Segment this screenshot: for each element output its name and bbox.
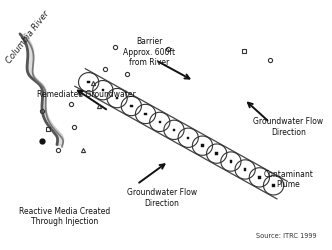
Bar [130,105,132,107]
Bar [201,144,204,147]
Bar [230,160,232,163]
Text: Reactive Media Created
Through Injection: Reactive Media Created Through Injection [19,207,110,226]
Bar [102,89,104,92]
Text: Groundwater Flow
Direction: Groundwater Flow Direction [127,188,197,208]
Bar [244,168,246,171]
Bar [215,152,218,155]
Text: Barrier
Approx. 600ft
from River: Barrier Approx. 600ft from River [124,37,176,67]
Bar [187,136,190,139]
Bar [87,81,90,84]
Bar [173,128,175,131]
Text: Columbia River: Columbia River [5,9,51,65]
Bar [144,113,147,115]
Bar [258,176,261,178]
Bar [272,184,275,186]
Text: Remediated Groundwater: Remediated Groundwater [37,90,136,99]
Text: Source: ITRC 1999: Source: ITRC 1999 [256,234,317,239]
Text: Contaminant
Plume: Contaminant Plume [264,170,313,190]
Bar [116,97,118,99]
Bar [158,121,161,123]
Text: Groundwater Flow
Direction: Groundwater Flow Direction [253,117,324,137]
